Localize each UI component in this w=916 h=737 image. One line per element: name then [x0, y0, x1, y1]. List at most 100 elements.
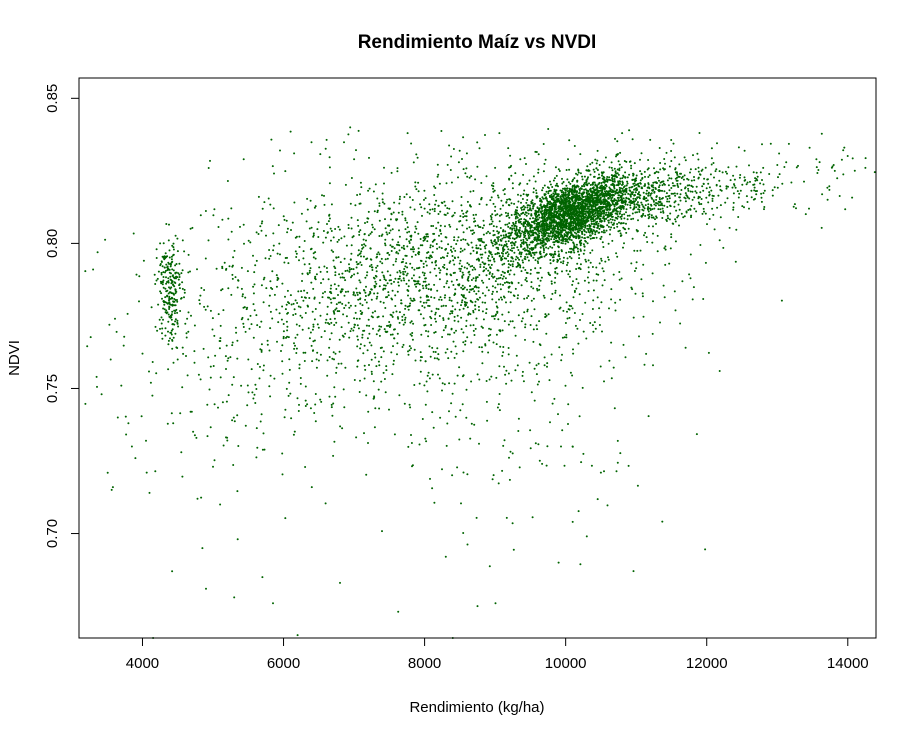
data-point — [691, 190, 694, 193]
data-point — [611, 169, 614, 172]
data-point — [594, 205, 597, 208]
data-point — [560, 231, 563, 234]
data-point — [664, 248, 667, 251]
data-point — [505, 201, 508, 203]
data-point — [601, 206, 604, 209]
data-point — [542, 186, 544, 189]
data-point — [453, 382, 456, 385]
data-point — [604, 260, 607, 263]
data-point — [582, 330, 585, 333]
data-point — [561, 177, 563, 180]
data-point — [427, 371, 430, 374]
data-point — [711, 207, 714, 210]
data-point — [418, 289, 421, 292]
data-point — [594, 158, 597, 161]
data-point — [575, 213, 577, 216]
data-point — [626, 214, 629, 217]
data-point — [532, 231, 535, 234]
data-point — [403, 268, 406, 270]
data-point — [605, 217, 608, 220]
data-point — [588, 169, 591, 172]
data-point — [333, 297, 336, 300]
data-point — [597, 198, 600, 201]
data-point — [647, 203, 650, 206]
data-point — [356, 293, 359, 296]
data-point — [607, 191, 610, 194]
data-point — [487, 255, 490, 257]
data-point — [148, 491, 151, 494]
data-point — [592, 223, 595, 225]
data-point — [535, 364, 538, 367]
data-point — [389, 274, 392, 277]
data-point — [602, 212, 605, 215]
data-point — [525, 193, 528, 196]
data-point — [288, 358, 291, 361]
data-point — [429, 244, 432, 247]
data-point — [530, 224, 533, 227]
data-point — [500, 234, 503, 237]
data-point — [651, 332, 654, 335]
data-point — [306, 272, 309, 275]
data-point — [361, 244, 363, 246]
data-point — [557, 195, 560, 197]
data-point — [524, 232, 527, 235]
data-point — [474, 327, 477, 330]
data-point — [360, 255, 362, 258]
data-point — [497, 238, 500, 240]
data-point — [548, 224, 551, 227]
data-point — [610, 298, 613, 301]
data-point — [356, 335, 359, 338]
data-point — [185, 355, 187, 357]
data-point — [491, 285, 494, 288]
data-point — [853, 169, 856, 172]
data-point — [564, 238, 567, 240]
data-point — [675, 171, 678, 174]
data-point — [552, 203, 555, 206]
data-point — [415, 153, 418, 156]
data-point — [515, 220, 517, 223]
data-point — [610, 161, 613, 164]
data-point — [413, 248, 415, 251]
data-point — [475, 244, 478, 247]
data-point — [595, 236, 598, 239]
data-point — [104, 238, 107, 241]
data-point — [367, 410, 370, 413]
data-point — [413, 268, 416, 271]
data-point — [473, 231, 476, 234]
data-point — [491, 290, 494, 293]
data-point — [551, 221, 554, 224]
data-point — [557, 193, 560, 196]
data-point — [595, 266, 598, 269]
data-point — [562, 262, 565, 265]
data-point — [565, 269, 568, 272]
data-point — [679, 172, 682, 175]
data-point — [655, 195, 658, 198]
data-point — [394, 294, 397, 297]
data-point — [622, 246, 624, 249]
data-point — [577, 213, 580, 216]
data-point — [512, 223, 515, 226]
data-point — [373, 228, 376, 231]
data-point — [419, 356, 422, 358]
data-point — [591, 266, 594, 268]
data-point — [134, 457, 137, 460]
data-point — [414, 283, 416, 286]
data-point — [350, 227, 353, 230]
data-point — [249, 241, 252, 244]
data-point — [275, 285, 278, 288]
data-point — [479, 226, 482, 229]
data-point — [443, 256, 445, 259]
data-point — [341, 272, 344, 275]
data-point — [579, 319, 581, 321]
data-point — [591, 324, 594, 327]
data-point — [633, 200, 636, 203]
data-point — [537, 271, 540, 274]
data-point — [446, 163, 449, 166]
data-point — [536, 260, 539, 263]
data-point — [532, 256, 535, 259]
data-point — [507, 263, 510, 266]
data-point — [616, 223, 619, 225]
data-point — [555, 234, 558, 237]
data-point — [575, 268, 578, 270]
data-point — [457, 256, 460, 259]
